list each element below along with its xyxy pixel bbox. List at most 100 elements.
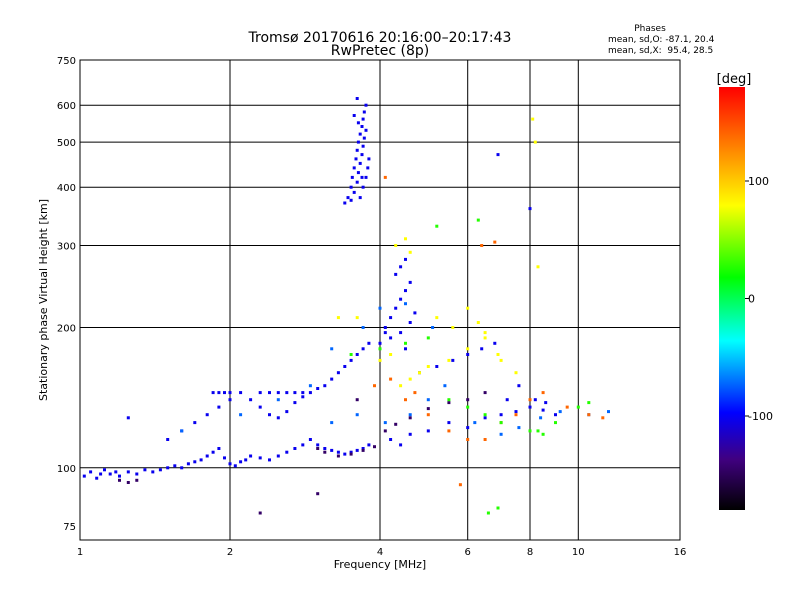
data-point <box>383 331 387 335</box>
data-point <box>399 265 403 269</box>
data-point <box>358 132 362 136</box>
data-point <box>367 341 371 345</box>
data-point <box>473 421 477 425</box>
data-point <box>367 157 371 161</box>
data-point <box>323 447 327 450</box>
data-point <box>528 405 532 409</box>
data-point <box>517 384 521 388</box>
data-point <box>426 398 430 402</box>
data-point <box>308 438 312 441</box>
data-point <box>361 144 365 148</box>
x-tick-label: 8 <box>527 547 533 558</box>
data-point <box>349 358 353 362</box>
data-point <box>276 454 280 458</box>
colorbar-label: [deg] <box>717 72 752 87</box>
grid-lines <box>80 60 680 540</box>
data-point <box>408 280 412 284</box>
colorbar <box>719 87 745 510</box>
data-point <box>301 391 305 395</box>
data-point <box>404 302 407 306</box>
data-point <box>355 353 359 356</box>
data-point <box>158 468 162 472</box>
data-point <box>435 316 439 320</box>
data-point <box>447 358 451 362</box>
data-point <box>349 198 353 202</box>
data-point <box>336 316 340 320</box>
data-point <box>394 272 398 276</box>
data-point <box>186 462 190 466</box>
data-point <box>576 405 580 409</box>
data-point <box>293 391 297 395</box>
data-point <box>285 410 289 414</box>
data-point <box>356 140 360 144</box>
data-point <box>362 110 366 114</box>
y-tick-label: 400 <box>57 183 76 194</box>
data-point <box>239 413 243 417</box>
data-point <box>443 384 447 388</box>
data-point <box>358 161 362 165</box>
data-point <box>505 398 509 402</box>
colorbar-tick-label: 0 <box>748 293 755 306</box>
data-point <box>258 405 262 409</box>
data-point <box>354 157 358 161</box>
data-point <box>399 384 403 388</box>
data-point <box>199 458 203 462</box>
data-point <box>533 398 537 402</box>
data-point <box>451 326 455 329</box>
data-point <box>528 398 532 402</box>
data-point <box>383 429 387 433</box>
data-point <box>126 481 130 484</box>
data-point <box>389 377 393 381</box>
data-point <box>352 190 356 194</box>
data-point <box>451 358 455 362</box>
colorbar-tick-label: -100 <box>748 410 773 423</box>
data-point <box>108 472 112 476</box>
data-point <box>301 395 305 399</box>
data-point <box>466 405 470 409</box>
data-point <box>408 377 412 381</box>
y-tick-label: 500 <box>57 138 76 149</box>
data-point <box>364 103 368 107</box>
data-point <box>268 391 271 395</box>
data-point <box>404 289 407 293</box>
data-point <box>483 336 487 340</box>
data-point <box>361 447 365 450</box>
data-point <box>82 474 86 478</box>
data-point <box>394 422 398 426</box>
data-point <box>293 447 297 450</box>
data-point <box>316 443 320 447</box>
data-point <box>316 492 320 496</box>
data-point <box>211 450 215 454</box>
data-point <box>330 347 334 351</box>
y-axis-label: Stationary phase Virtual Height [km] <box>37 199 50 401</box>
data-point <box>541 391 545 395</box>
data-point <box>166 438 170 441</box>
data-point <box>476 218 480 222</box>
data-point <box>480 347 484 351</box>
data-point <box>276 398 280 402</box>
data-point <box>180 466 184 470</box>
data-point <box>413 311 417 315</box>
x-tick-label: 2 <box>227 547 233 558</box>
x-tick-label: 16 <box>674 547 687 558</box>
data-point <box>367 443 371 447</box>
data-point <box>361 326 365 329</box>
data-point <box>114 470 118 474</box>
data-point <box>404 237 407 241</box>
data-point <box>360 125 364 128</box>
data-point <box>607 410 610 414</box>
data-point <box>499 421 503 425</box>
data-point <box>533 140 537 144</box>
data-point <box>361 347 365 351</box>
y-axis-ticks: 75 100 200 300 400 500 600 750 <box>57 56 76 533</box>
data-point <box>378 306 382 310</box>
data-point <box>378 347 382 351</box>
data-point <box>355 316 359 320</box>
data-point <box>285 450 289 454</box>
data-point <box>364 128 368 132</box>
data-point <box>514 371 518 375</box>
data-point <box>343 201 347 205</box>
colorbar-tick-label: 100 <box>748 175 769 188</box>
data-point <box>285 391 289 395</box>
data-point <box>268 413 271 417</box>
